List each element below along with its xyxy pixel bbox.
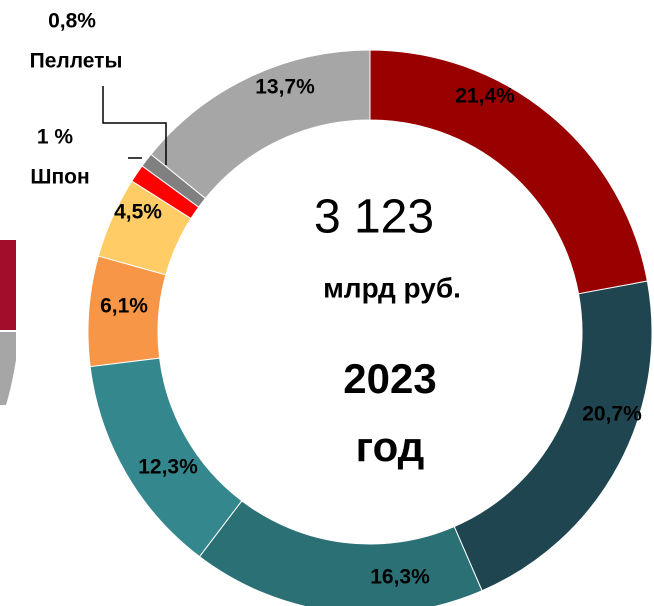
value-label: 21,4% bbox=[455, 85, 515, 108]
value-label: 0,8% bbox=[48, 10, 96, 33]
donut-segment bbox=[87, 255, 167, 368]
donut-segment bbox=[97, 180, 192, 276]
center-year-word: год bbox=[356, 423, 425, 470]
donut-segment bbox=[453, 280, 653, 592]
partial-chart bbox=[0, 240, 16, 330]
value-label: 6,1% bbox=[100, 295, 148, 318]
center-unit: млрд руб. bbox=[323, 272, 461, 303]
donut-segment bbox=[89, 357, 243, 558]
donut-segment bbox=[369, 49, 648, 295]
category-label: Пеллеты bbox=[30, 50, 123, 73]
value-label: 4,5% bbox=[114, 201, 162, 224]
category-label: Шпон bbox=[30, 166, 89, 189]
value-label: 16,3% bbox=[370, 566, 430, 589]
partial-chart bbox=[0, 332, 16, 405]
donut-segment bbox=[198, 500, 483, 606]
value-label: 1 % bbox=[37, 126, 74, 149]
center-year: 2023 bbox=[343, 355, 436, 402]
donut-segment bbox=[131, 165, 200, 220]
center-total: 3 123 bbox=[314, 191, 434, 244]
value-label: 13,7% bbox=[255, 76, 315, 99]
value-label: 20,7% bbox=[582, 403, 642, 426]
leader-line bbox=[102, 86, 167, 165]
value-label: 12,3% bbox=[138, 456, 198, 479]
donut-segment bbox=[150, 49, 371, 200]
donut-segment bbox=[141, 153, 207, 208]
